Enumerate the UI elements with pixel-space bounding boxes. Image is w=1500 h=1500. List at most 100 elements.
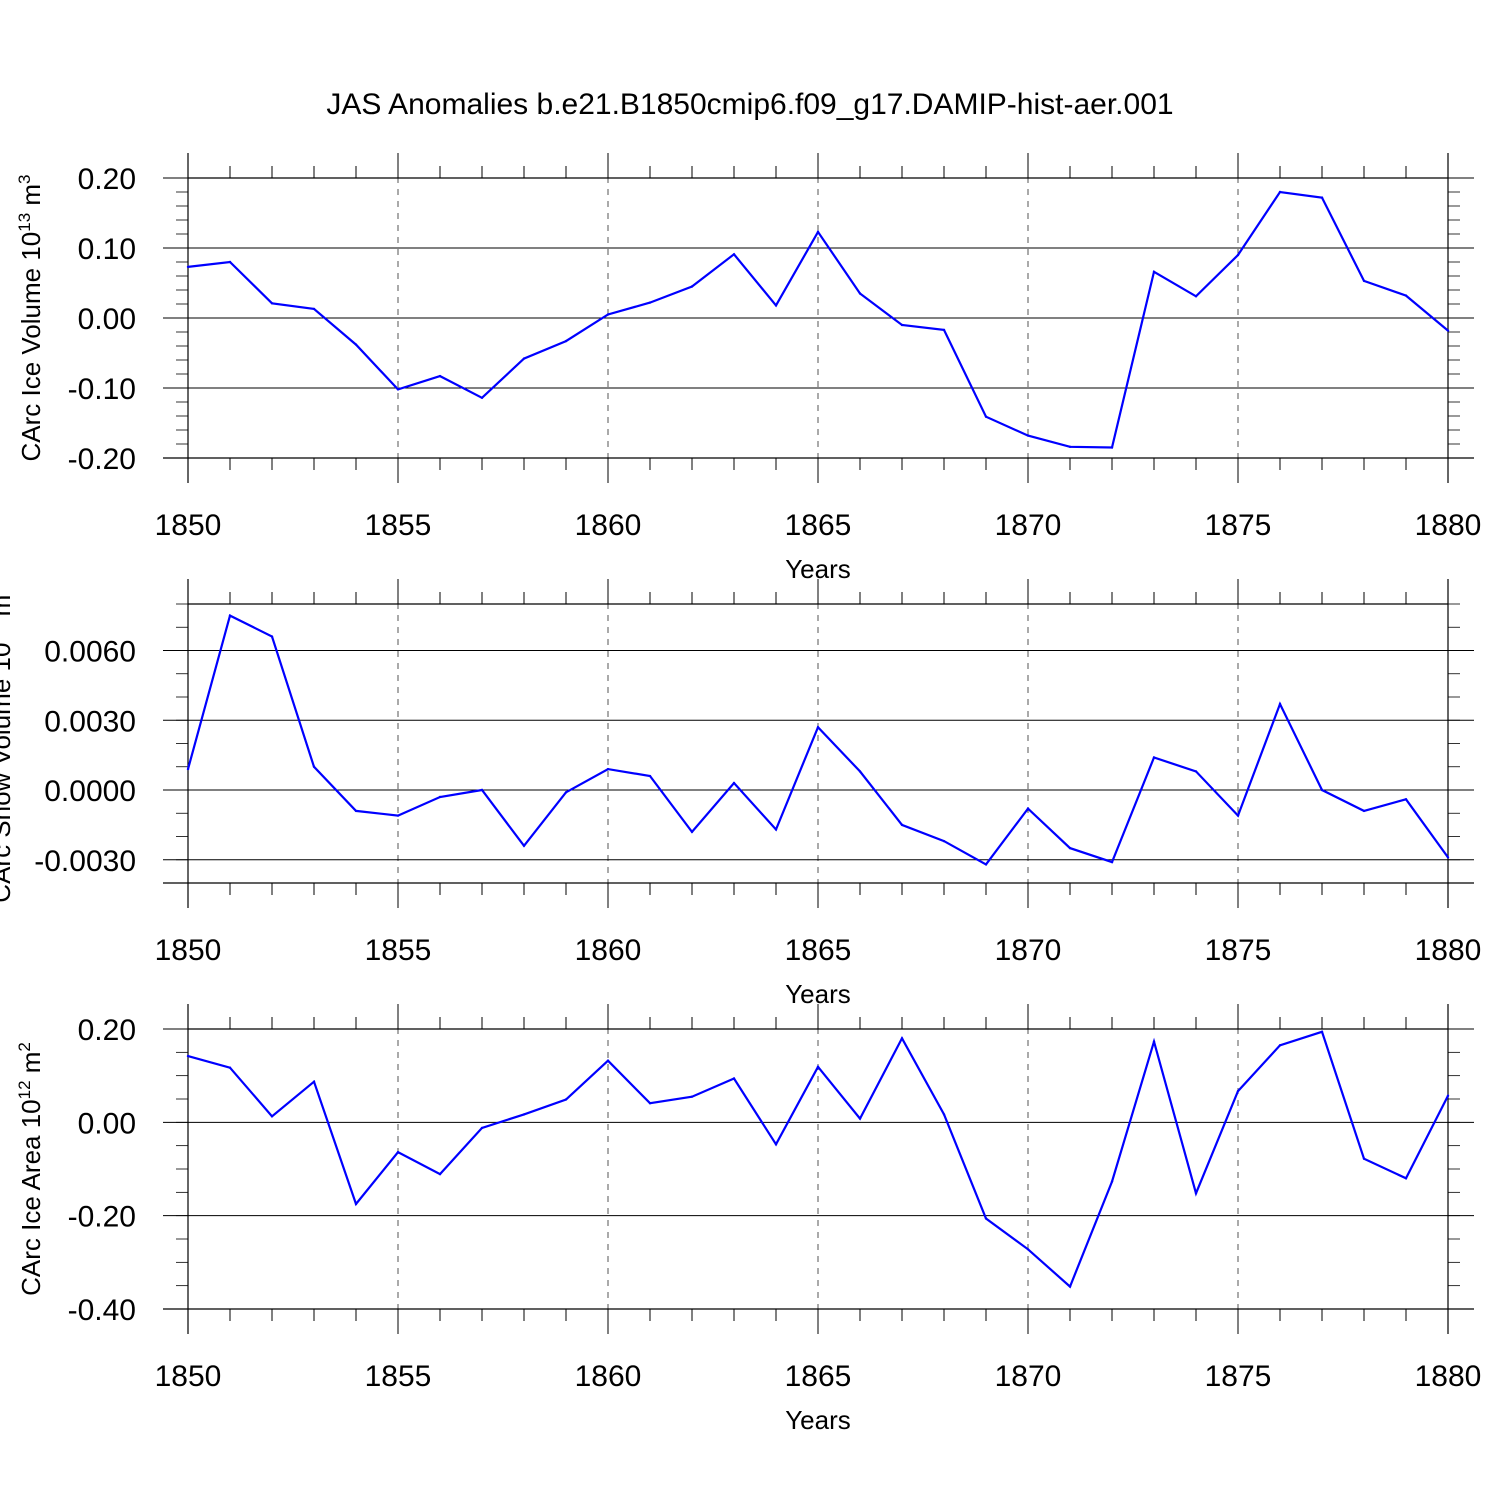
data-point (1320, 196, 1324, 199)
data-point (1404, 1177, 1408, 1180)
data-point (816, 1065, 820, 1069)
data-point (480, 396, 484, 399)
data-point (690, 830, 694, 834)
data-point (1320, 788, 1324, 792)
data-point (228, 1066, 232, 1069)
data-point (732, 1077, 736, 1080)
data-point (942, 1113, 946, 1116)
y-tick-label: -0.0030 (34, 845, 136, 878)
x-tick-label: 1880 (1415, 509, 1482, 542)
data-point (1278, 702, 1282, 706)
data-point (1152, 756, 1156, 759)
data-point (186, 1054, 190, 1058)
x-tick-label: 1860 (575, 509, 642, 542)
data-point (312, 1080, 316, 1083)
data-point (1404, 798, 1408, 801)
x-tick-label: 1875 (1205, 934, 1272, 967)
data-point (564, 339, 568, 343)
data-point (1320, 1030, 1324, 1034)
data-point (186, 265, 190, 269)
data-point (1152, 1040, 1156, 1043)
y-tick-label: -0.20 (68, 1201, 136, 1234)
y-axis-label: CArc Snow Volume 1012 m3 (0, 585, 16, 902)
data-point (984, 863, 988, 866)
data-point (984, 415, 988, 418)
data-point (690, 1095, 694, 1098)
data-point (1026, 434, 1030, 437)
data-point (438, 374, 442, 378)
data-point (858, 1117, 862, 1120)
y-axis-label: CArc Ice Area 1012 m2 (15, 1042, 46, 1296)
x-tick-label: 1855 (365, 509, 432, 542)
x-tick-label: 1850 (155, 1360, 222, 1393)
y-tick-label: 0.0000 (44, 775, 136, 808)
data-point (1194, 295, 1198, 298)
data-point (438, 795, 442, 799)
data-point (774, 1143, 778, 1146)
x-tick-label: 1870 (995, 934, 1062, 967)
data-point (1404, 294, 1408, 297)
y-tick-label: -0.10 (68, 373, 136, 406)
x-tick-label: 1865 (785, 1360, 852, 1393)
data-point (648, 774, 652, 778)
data-point (816, 230, 820, 234)
data-point (1068, 846, 1072, 850)
data-point (1026, 1248, 1030, 1251)
data-point (1194, 770, 1198, 773)
data-point (858, 292, 862, 295)
data-point (900, 823, 904, 827)
data-point (1236, 814, 1240, 817)
data-point (1110, 860, 1114, 864)
x-tick-label: 1870 (995, 1360, 1062, 1393)
data-point (522, 357, 526, 360)
data-point (900, 323, 904, 327)
data-point (1236, 1089, 1240, 1093)
data-point (396, 814, 400, 817)
data-point (564, 1098, 568, 1101)
x-tick-label: 1850 (155, 509, 222, 542)
data-point (900, 1037, 904, 1040)
x-tick-label: 1865 (785, 934, 852, 967)
data-point (1278, 190, 1282, 194)
x-tick-label: 1870 (995, 509, 1062, 542)
data-point (522, 844, 526, 847)
data-point (1236, 253, 1240, 257)
panel-1: -0.20 -0.10 0.00 0.10 0.20 1850 1855 1860 1865 18… (15, 153, 1481, 584)
y-tick-label: 0.00 (78, 1107, 136, 1140)
panel-2: -0.0030 0.0000 0.0030 0.0060 1850 1855 1860 186… (0, 579, 1481, 1009)
x-tick-label: 1855 (365, 1360, 432, 1393)
x-tick-label: 1875 (1205, 509, 1272, 542)
y-tick-label: 0.0030 (44, 705, 136, 738)
data-point (1362, 809, 1366, 813)
data-point (606, 313, 610, 316)
data-point (1068, 445, 1072, 448)
data-point (1152, 270, 1156, 273)
data-point (270, 635, 274, 638)
data-point (1068, 1285, 1072, 1288)
x-tick-label: 1880 (1415, 934, 1482, 967)
data-point (396, 388, 400, 391)
data-point (186, 767, 190, 771)
panel-3: -0.40 -0.20 0.00 0.20 1850 1855 1860 1865 1870 18… (15, 1004, 1481, 1435)
data-point (312, 307, 316, 311)
y-tick-label: 0.0060 (44, 636, 136, 669)
data-point (480, 788, 484, 792)
data-point (774, 304, 778, 307)
data-point (270, 302, 274, 305)
y-tick-label: 0.20 (78, 1014, 136, 1047)
data-point (774, 828, 778, 831)
data-point (816, 726, 820, 729)
data-point (606, 767, 610, 771)
data-point (1026, 807, 1030, 810)
x-tick-label: 1860 (575, 1360, 642, 1393)
y-tick-label: 0.00 (78, 303, 136, 336)
x-tick-label: 1850 (155, 934, 222, 967)
data-point (564, 791, 568, 794)
x-tick-label: 1855 (365, 934, 432, 967)
data-point (228, 614, 232, 617)
y-tick-label: -0.20 (68, 443, 136, 476)
x-tick-label: 1860 (575, 934, 642, 967)
data-point (354, 809, 358, 813)
data-point (1110, 446, 1114, 449)
